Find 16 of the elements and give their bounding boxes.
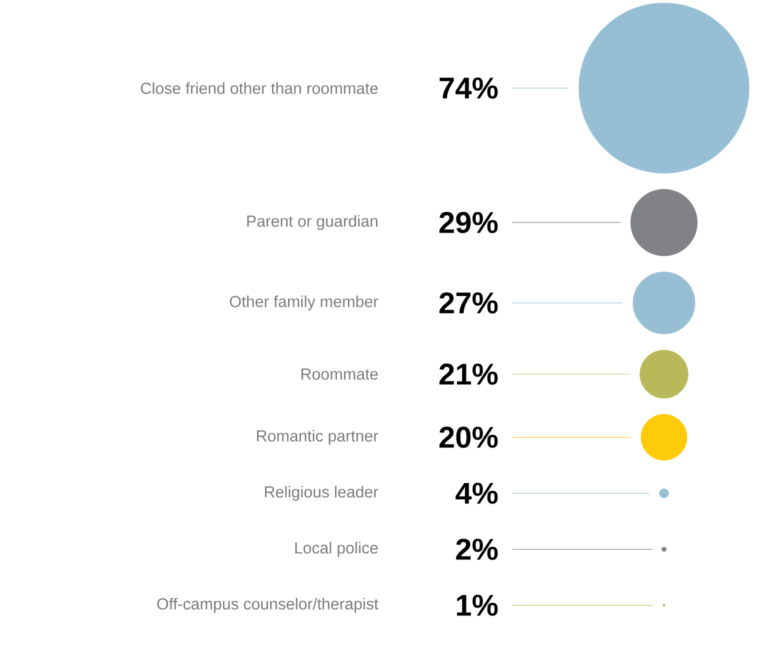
category-label: Roommate bbox=[302, 368, 378, 380]
category-label: Parent or guardian bbox=[247, 215, 378, 230]
data-label: 4% bbox=[456, 482, 498, 504]
data-label: 21% bbox=[439, 364, 498, 385]
category-label: Close friend other than roommate bbox=[140, 82, 378, 94]
category-label: Religious leader bbox=[265, 486, 378, 501]
data-label: 29% bbox=[439, 212, 498, 234]
category-label: Local police bbox=[295, 542, 378, 557]
data-label: 20% bbox=[439, 426, 498, 448]
data-label: 1% bbox=[456, 594, 498, 616]
data-label: 27% bbox=[439, 292, 498, 314]
category-label: Romantic partner bbox=[257, 430, 378, 445]
category-label: Off-campus counselor/therapist bbox=[157, 598, 378, 613]
data-label: 74% bbox=[440, 78, 498, 99]
category-label: Other family member bbox=[230, 295, 378, 310]
data-label: 2% bbox=[456, 538, 498, 560]
